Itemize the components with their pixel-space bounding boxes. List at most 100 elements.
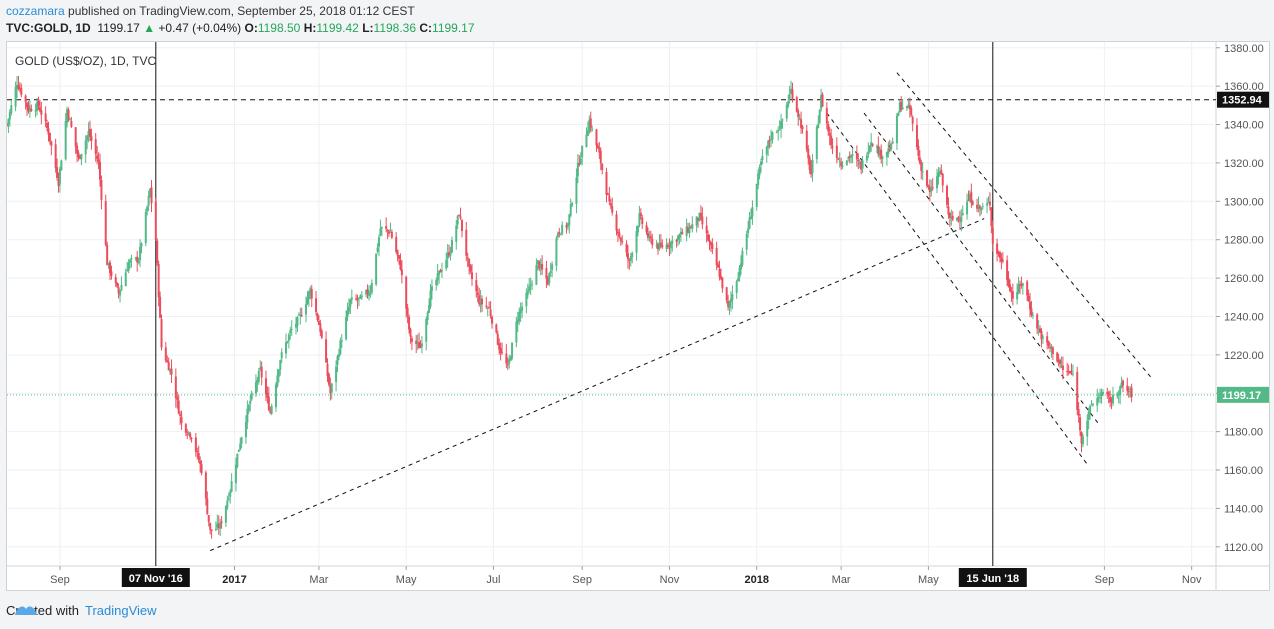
candle-body <box>828 133 831 136</box>
candle-body <box>671 240 674 244</box>
candle-body <box>44 113 47 122</box>
candle-body <box>388 231 391 234</box>
candle-body <box>967 199 970 201</box>
candle-body <box>27 105 30 112</box>
candle-body <box>1101 392 1104 395</box>
candle-body <box>961 213 964 216</box>
candle-body <box>67 109 70 119</box>
candle-body <box>428 305 431 313</box>
tradingview-logo-icon[interactable] <box>14 603 38 617</box>
candle-body <box>176 397 179 400</box>
candle-body <box>460 219 463 231</box>
candle-body <box>375 253 378 285</box>
candle-body <box>1061 365 1064 371</box>
candle-body <box>260 366 263 378</box>
candle-body <box>236 453 239 467</box>
candle-body <box>718 268 721 277</box>
candle-body <box>861 160 864 169</box>
candle-body <box>787 101 790 107</box>
candle-body <box>1116 393 1119 397</box>
candle-body <box>649 236 652 239</box>
candle-body <box>78 155 81 159</box>
candle-body <box>289 330 292 334</box>
candle-body <box>46 122 49 128</box>
candle-body <box>286 341 289 343</box>
y-tick-label: 1240.00 <box>1224 311 1264 323</box>
candle-body <box>109 262 112 273</box>
candle-body <box>561 224 564 234</box>
candle-body <box>621 241 624 243</box>
candle-body <box>189 433 192 438</box>
candle-body <box>399 259 402 270</box>
candle-body <box>1021 283 1024 286</box>
y-tick-label: 1320.00 <box>1224 158 1264 170</box>
candle-body <box>435 279 438 285</box>
candle-body <box>738 267 741 278</box>
candle-body <box>458 215 461 217</box>
candle-body <box>270 405 273 414</box>
candle-body <box>705 225 708 234</box>
chart-panel[interactable]: 1120.001140.001160.001180.001200.001220.… <box>6 41 1270 591</box>
candle-body <box>888 149 891 151</box>
candle-body <box>907 104 910 106</box>
candle-body <box>586 130 589 136</box>
candle-body <box>1130 387 1133 398</box>
candle-body <box>18 88 21 90</box>
candle-body <box>468 258 471 267</box>
candle-body <box>196 451 199 453</box>
candle-body <box>538 261 541 269</box>
candle-body <box>678 234 681 238</box>
candle-body <box>107 262 110 266</box>
candle-body <box>127 262 130 271</box>
candle-body <box>379 228 382 236</box>
price-chart[interactable]: 1120.001140.001160.001180.001200.001220.… <box>7 42 1269 590</box>
tradingview-link[interactable]: TradingView <box>84 603 157 618</box>
candle-body <box>575 177 578 205</box>
y-tick-label: 1380.00 <box>1224 43 1264 55</box>
candle-body <box>568 214 571 226</box>
candle-body <box>815 126 818 160</box>
candle-body <box>677 236 680 240</box>
candle-body <box>918 157 921 163</box>
candle-body <box>99 161 101 180</box>
candle-body <box>689 227 692 229</box>
candle-body <box>956 217 959 221</box>
candle-body <box>86 135 89 141</box>
candle-body <box>821 94 824 107</box>
candle-body <box>58 168 61 185</box>
candle-body <box>957 217 960 219</box>
candle-body <box>48 132 51 142</box>
candle-body <box>606 193 609 196</box>
candle-body <box>199 460 202 465</box>
candle-body <box>596 145 599 149</box>
candle-body <box>395 237 398 252</box>
candle-body <box>566 223 569 227</box>
candle-body <box>549 271 552 273</box>
candle-body <box>139 246 142 261</box>
candle-body <box>456 215 459 225</box>
candle-body <box>565 225 568 228</box>
candle-body <box>234 464 237 484</box>
candle-body <box>325 339 328 363</box>
candle-body <box>440 270 443 272</box>
candle-body <box>579 158 582 164</box>
candle-body <box>204 472 207 499</box>
chart-title: GOLD (US$/OZ), 1D, TVC <box>15 54 156 68</box>
candle-body <box>194 437 197 452</box>
ohlc-bar: TVC:GOLD, 1D 1199.17 ▲ +0.47 (+0.04%) O:… <box>6 21 475 35</box>
trendline <box>896 72 1154 381</box>
candle-body <box>481 298 484 305</box>
candle-body <box>380 227 383 229</box>
candle-body <box>868 145 871 152</box>
candle-body <box>156 240 159 264</box>
candle-body <box>239 443 242 450</box>
author-link[interactable]: cozzamara <box>6 4 65 18</box>
candle-body <box>741 250 744 266</box>
candle-body <box>685 226 688 237</box>
candle-body <box>385 226 388 229</box>
candle-body <box>1056 352 1059 362</box>
candle-body <box>70 120 73 127</box>
candle-body <box>1027 295 1030 302</box>
candle-body <box>1036 314 1039 329</box>
candle-body <box>728 301 731 308</box>
